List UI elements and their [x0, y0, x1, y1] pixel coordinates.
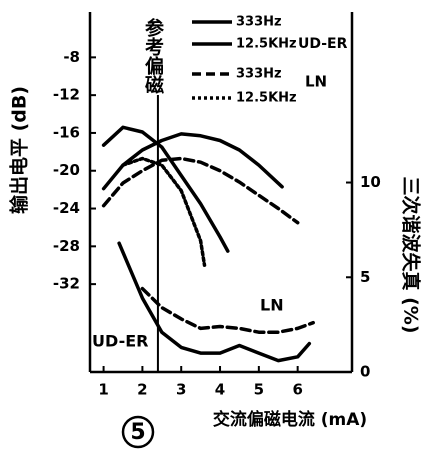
y-tick-label: -32: [53, 275, 80, 293]
series-line: [101, 156, 300, 225]
y-tick-label: -16: [53, 123, 80, 141]
series-label: UD-ER: [92, 332, 148, 351]
reference-label: 参考偏磁: [142, 17, 164, 95]
x-tick-label: 5: [254, 381, 264, 399]
series-line: [101, 132, 284, 191]
y2-tick-label: 0: [360, 363, 370, 381]
y2-tick-label: 5: [360, 268, 370, 286]
legend-label: 12.5KHz: [236, 91, 297, 106]
legend-label: 333Hz: [236, 67, 282, 82]
x-tick-label: 1: [98, 381, 108, 399]
y2-tick-label: 10: [360, 173, 381, 191]
y-tick-label: -28: [53, 237, 80, 255]
legend-label: 12.5KHz: [236, 37, 297, 52]
legend-label: 333Hz: [236, 15, 282, 30]
y-axis-label: 输出电平 (dB): [8, 86, 31, 214]
y-tick-label: -24: [53, 199, 80, 217]
x-tick-label: 6: [292, 381, 302, 399]
series-line: [117, 241, 312, 363]
series-label: LN: [260, 296, 284, 315]
figure-number: 5: [130, 420, 145, 445]
series-line: [101, 125, 230, 253]
y-tick-label: -20: [53, 161, 80, 179]
legend-group: UD-ER: [298, 36, 348, 52]
x-tick-label: 3: [176, 381, 186, 399]
x-axis-label: 交流偏磁电流 (mA): [213, 409, 367, 430]
figure-number-circle: [121, 415, 155, 449]
series-line: [121, 156, 207, 267]
x-tick-label: 2: [137, 381, 147, 399]
x-tick-label: 4: [215, 381, 225, 399]
legend-group: LN: [305, 73, 327, 91]
y-tick-label: -8: [63, 48, 80, 66]
y-tick-label: -12: [53, 86, 80, 104]
y2-axis-label: 三次谐波失真 (%): [400, 176, 423, 333]
series-line: [140, 286, 315, 334]
